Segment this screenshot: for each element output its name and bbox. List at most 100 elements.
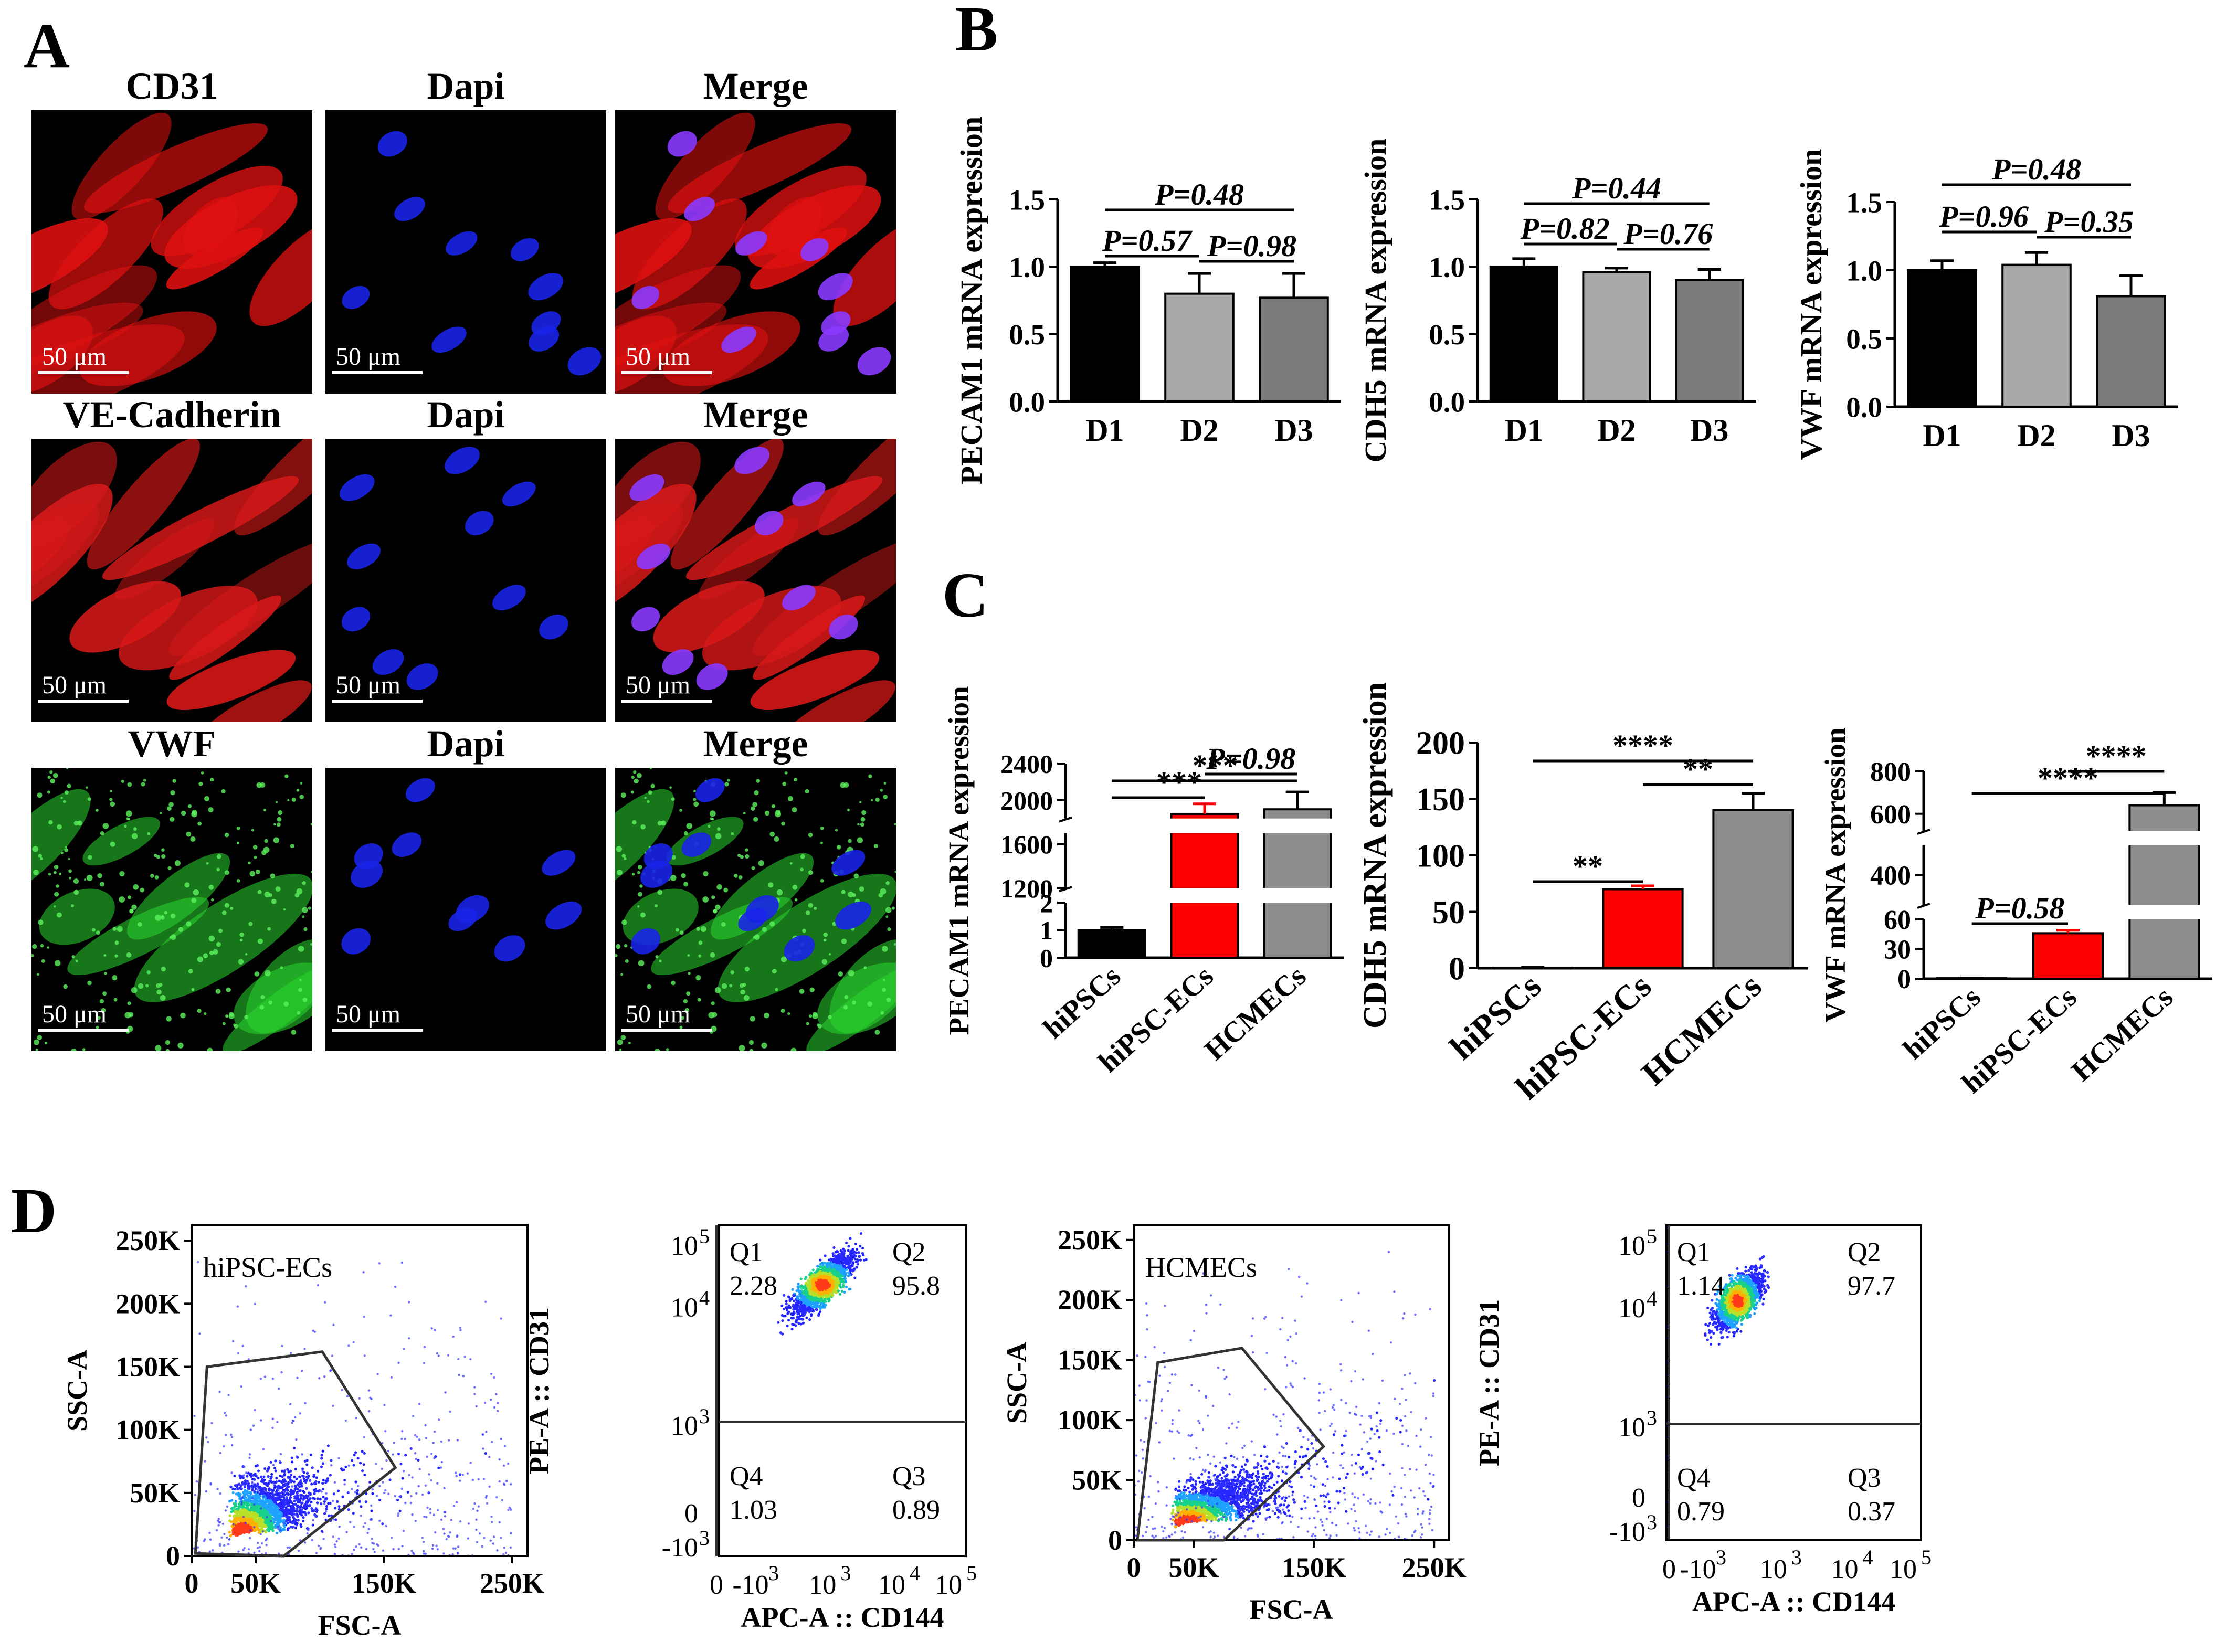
scatter-point bbox=[353, 1526, 355, 1528]
scatter-point bbox=[391, 1537, 393, 1539]
scatter-point bbox=[807, 1287, 810, 1290]
a-vwf-puncta bbox=[739, 1045, 745, 1051]
panel-label-d: D bbox=[10, 1176, 57, 1246]
scatter-point bbox=[257, 1486, 259, 1489]
a-vwf-puncta bbox=[180, 1012, 186, 1019]
scatter-point bbox=[275, 1531, 279, 1535]
a-micrograph-dapi bbox=[325, 439, 606, 722]
scatter-point bbox=[848, 1258, 851, 1261]
a-vwf-puncta bbox=[264, 891, 270, 898]
scatter-point bbox=[452, 1505, 456, 1507]
a-nucleus bbox=[631, 607, 660, 632]
scatter-point bbox=[402, 1529, 405, 1532]
scatter-point bbox=[459, 1329, 462, 1331]
scatter-point bbox=[422, 1540, 425, 1543]
scatter-point bbox=[411, 1476, 414, 1479]
a-vwf-puncta bbox=[207, 1047, 213, 1051]
a-marker-label: CD31 bbox=[126, 65, 218, 107]
a-vwf-puncta bbox=[239, 938, 243, 942]
scatter-point bbox=[811, 1309, 814, 1313]
scatter-point bbox=[332, 1404, 334, 1407]
scatter-point bbox=[312, 1329, 314, 1332]
scatter-point bbox=[841, 1268, 844, 1272]
scatter-point bbox=[436, 1482, 439, 1485]
scatter-point bbox=[290, 1351, 292, 1354]
a-vwf-puncta bbox=[52, 772, 58, 778]
scatter-point bbox=[425, 1516, 428, 1519]
scatter-point bbox=[371, 1492, 374, 1495]
panel-label-c: C bbox=[942, 560, 988, 631]
scatter-point bbox=[317, 1284, 320, 1287]
scatter-point bbox=[495, 1393, 498, 1396]
scatter-point bbox=[301, 1453, 303, 1456]
scatter-point bbox=[260, 1488, 263, 1491]
scatter-point bbox=[267, 1524, 270, 1527]
scatter-point bbox=[845, 1268, 848, 1271]
scatter-point bbox=[475, 1518, 478, 1521]
scatter-point bbox=[249, 1428, 252, 1431]
a-vwf-puncta bbox=[894, 871, 896, 873]
a-cell-body bbox=[31, 441, 117, 544]
scatter-point bbox=[792, 1294, 795, 1297]
scatter-point bbox=[248, 1531, 251, 1534]
scatter-point bbox=[247, 1503, 250, 1507]
a-vwf-puncta bbox=[885, 915, 889, 918]
scatter-point bbox=[430, 1327, 433, 1330]
a-vwf-puncta bbox=[65, 846, 68, 849]
a-vwf-puncta bbox=[294, 893, 300, 898]
a-vwf-puncta bbox=[208, 884, 214, 890]
scatter-points bbox=[192, 1261, 512, 1556]
a-vwf-puncta bbox=[68, 877, 71, 880]
scatter-point bbox=[788, 1305, 792, 1308]
scatter-point bbox=[251, 1488, 254, 1491]
scatter-point bbox=[241, 1524, 244, 1528]
a-vwf-puncta bbox=[308, 906, 311, 910]
a-nucleus bbox=[567, 347, 602, 376]
scatter-point bbox=[241, 1481, 244, 1484]
a-vwf-puncta bbox=[756, 779, 761, 783]
a-cell-body bbox=[166, 227, 264, 290]
scatter-point bbox=[275, 1496, 278, 1499]
scatter-point bbox=[239, 1476, 242, 1479]
scatter-point bbox=[410, 1550, 413, 1552]
scatter-point bbox=[217, 1524, 220, 1527]
scatter-point bbox=[308, 1491, 311, 1495]
x-tick-label: 50K bbox=[230, 1568, 281, 1599]
comparison-label: **** bbox=[1612, 728, 1673, 763]
scatter-point bbox=[456, 1535, 458, 1538]
panel-d-flow-plots: 0 50K 150K 250K050K100K150K200K250KhiPSC-EC… bbox=[61, 1224, 1932, 1641]
scatter-point bbox=[323, 1512, 326, 1515]
a-vwf-puncta bbox=[156, 983, 161, 988]
scatter-point bbox=[283, 1525, 286, 1528]
a-vwf-puncta bbox=[708, 1012, 715, 1019]
scatter-point bbox=[272, 1489, 275, 1492]
comparison-label: *** bbox=[1156, 765, 1202, 799]
a-vwf-puncta bbox=[679, 809, 682, 812]
scatter-point bbox=[492, 1542, 495, 1545]
a-nucleus bbox=[800, 238, 829, 261]
a-vwf-puncta bbox=[799, 989, 805, 994]
a-vwf-puncta bbox=[894, 943, 896, 946]
scatter-point bbox=[364, 1500, 367, 1503]
scatter-point bbox=[285, 1496, 289, 1499]
x-tick-label: D1 bbox=[1923, 418, 1961, 453]
scatter-point bbox=[332, 1323, 335, 1327]
scatter-point bbox=[323, 1500, 326, 1503]
scatter-point bbox=[404, 1454, 407, 1457]
a-vwf-puncta bbox=[273, 823, 276, 826]
scatter-point bbox=[839, 1277, 842, 1281]
scatter-point bbox=[846, 1254, 849, 1258]
a-vwf-puncta bbox=[764, 1012, 769, 1019]
y-tick-label: 1.5 bbox=[1429, 184, 1465, 216]
scatter-point bbox=[817, 1312, 820, 1316]
scatter-point bbox=[803, 1286, 806, 1289]
scatter-point bbox=[384, 1429, 387, 1433]
a-vwf-puncta bbox=[268, 893, 272, 897]
a-vwf-puncta bbox=[710, 952, 715, 958]
a-vwf-puncta bbox=[47, 790, 50, 794]
scatter-point bbox=[301, 1467, 304, 1470]
scatter-point bbox=[462, 1375, 465, 1378]
scatter-point bbox=[821, 1261, 824, 1265]
scatter-point bbox=[398, 1509, 402, 1512]
scatter-point bbox=[273, 1486, 276, 1490]
